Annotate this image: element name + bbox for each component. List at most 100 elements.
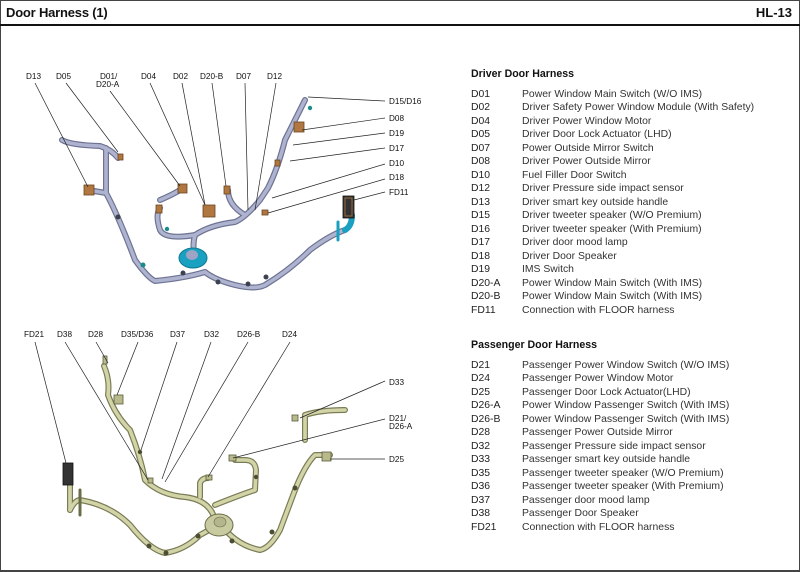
- callout-d20a: D20-A: [96, 80, 120, 89]
- callout-fd11: FD11: [389, 188, 409, 197]
- legend-item-description: Passenger Power Window Switch (W/O IMS): [522, 359, 730, 371]
- legend-item-description: Power Window Passenger Switch (With IMS): [522, 413, 730, 425]
- legend-item-code: D01: [471, 88, 491, 100]
- driver-legend-list: D01 Power Window Main Switch (W/O IMS) D02…: [471, 88, 754, 318]
- legend-item: D18 Driver Door Speaker: [471, 250, 754, 264]
- legend-item-description: Driver Safety Power Window Module (With …: [522, 102, 755, 113]
- legend-item-code: D15: [471, 210, 491, 221]
- callout-d32: D32: [204, 330, 219, 339]
- legend-item: D26-B Power Window Passenger Switch (With…: [471, 413, 729, 427]
- legend-item-description: Passenger Power Outside Mirror: [522, 427, 673, 438]
- legend-item-code: FD21: [471, 521, 497, 533]
- callout-d18: D18: [389, 173, 404, 182]
- callout-d10: D10: [389, 159, 404, 168]
- legend-item-code: D24: [471, 373, 491, 384]
- page-title: Door Harness (1): [6, 5, 108, 20]
- legend-item-description: Passenger Door Speaker: [522, 508, 639, 519]
- legend-item-code: D32: [471, 440, 491, 452]
- passenger-legend-heading: Passenger Door Harness: [471, 339, 598, 351]
- legend-item: D13 Driver smart key outside handle: [471, 196, 754, 210]
- legend-item-description: Passenger smart key outside handle: [522, 454, 691, 465]
- driver-legend-heading: Driver Door Harness: [471, 68, 575, 80]
- callout-d35-d36: D35/D36: [121, 330, 154, 339]
- legend-item: D26-A Power Window Passenger Switch (With…: [471, 399, 729, 413]
- legend-item-code: D05: [471, 129, 491, 140]
- legend-item-description: Power Window Passenger Switch (With IMS): [522, 400, 730, 411]
- callout-d21: D21/: [389, 414, 407, 423]
- page-header: Door Harness (1) HL-13: [0, 0, 800, 26]
- legend-item: D33 Passenger smart key outside handle: [471, 453, 729, 467]
- legend-item-code: D12: [471, 183, 491, 194]
- legend-item-description: Passenger tweeter speaker (W/O Premium): [522, 467, 724, 479]
- driver-clips: [115, 105, 313, 287]
- legend-item: D05 Driver Door Lock Actuator (LHD): [471, 128, 754, 142]
- legend-item-code: D16: [471, 223, 491, 235]
- legend-item: D17 Driver door mood lamp: [471, 236, 754, 250]
- legend-item-description: Driver smart key outside handle: [522, 196, 669, 208]
- legend-item-description: Driver tweeter speaker (With Premium): [522, 223, 702, 235]
- legend-item-description: Passenger tweeter speaker (With Premium): [522, 481, 724, 492]
- legend-item: D35 Passenger tweeter speaker (W/O Premiu…: [471, 467, 729, 481]
- legend-item-code: D26-A: [471, 400, 501, 411]
- legend-item-description: Passenger Power Window Motor: [522, 373, 674, 384]
- callout-d24: D24: [282, 330, 297, 339]
- legend-item: D08 Driver Power Outside Mirror: [471, 155, 754, 169]
- legend-item-code: D37: [471, 494, 491, 506]
- callout-d13: D13: [26, 72, 41, 81]
- legend-item-code: D21: [471, 359, 491, 371]
- legend-item-description: Fuel Filler Door Switch: [522, 169, 627, 181]
- legend-item-code: D07: [471, 142, 491, 154]
- legend-item: D25 Passenger Door Lock Actuator(LHD): [471, 386, 729, 400]
- legend-item-code: D38: [471, 508, 491, 519]
- callout-d04: D04: [141, 72, 156, 81]
- legend-item: FD11 Connection with FLOOR harness: [471, 304, 754, 318]
- legend-item-code: D02: [471, 102, 491, 113]
- legend-item-description: Power Outside Mirror Switch: [522, 142, 654, 154]
- legend-item: D15 Driver tweeter speaker (W/O Premium): [471, 209, 754, 223]
- legend-item-code: D35: [471, 467, 491, 479]
- callout-d25: D25: [389, 455, 404, 464]
- legend-item-description: Driver Door Speaker: [522, 250, 617, 262]
- passenger-legend: Passenger Door Harness D21 Passenger Powe…: [471, 339, 729, 534]
- callout-d12: D12: [267, 72, 282, 81]
- legend-item-description: Power Window Main Switch (With IMS): [522, 291, 703, 302]
- legend-item: D28 Passenger Power Outside Mirror: [471, 426, 729, 440]
- legend-item: D04 Driver Power Window Motor: [471, 115, 754, 129]
- legend-item-description: Passenger door mood lamp: [522, 494, 650, 506]
- legend-item: D20-A Power Window Main Switch (With IMS): [471, 277, 754, 291]
- driver-harness-diagram: D13 D05 D01/ D20-A D04 D02 D20-B D07 D12…: [26, 72, 422, 291]
- driver-legend: Driver Door Harness D01 Power Window Main…: [471, 68, 754, 317]
- callout-d07: D07: [236, 72, 251, 81]
- legend-item: D10 Fuel Filler Door Switch: [471, 169, 754, 183]
- legend-item-code: D26-B: [471, 413, 501, 425]
- legend-item: D01 Power Window Main Switch (W/O IMS): [471, 88, 754, 102]
- legend-item-code: D28: [471, 427, 491, 438]
- legend-item-code: D20-A: [471, 277, 501, 289]
- callout-d37: D37: [170, 330, 185, 339]
- legend-item: D20-B Power Window Main Switch (With IMS): [471, 290, 754, 304]
- callout-d02: D02: [173, 72, 188, 81]
- legend-item-code: D36: [471, 481, 491, 492]
- legend-item-description: Driver door mood lamp: [522, 237, 628, 248]
- legend-item-code: D13: [471, 196, 491, 208]
- legend-item-code: FD11: [471, 304, 496, 316]
- legend-item: D07 Power Outside Mirror Switch: [471, 142, 754, 156]
- legend-item-code: D17: [471, 237, 491, 248]
- legend-item: D38 Passenger Door Speaker: [471, 507, 729, 521]
- legend-item-description: Driver Door Lock Actuator (LHD): [522, 129, 672, 140]
- page-code: HL-13: [755, 5, 792, 20]
- legend-item-description: Passenger Pressure side impact sensor: [522, 440, 706, 452]
- legend-item-code: D25: [471, 386, 491, 398]
- callout-d20b: D20-B: [200, 72, 224, 81]
- legend-item: D24 Passenger Power Window Motor: [471, 372, 729, 386]
- legend-item-code: D20-B: [471, 291, 501, 302]
- legend-item-description: Driver Power Window Motor: [522, 115, 652, 127]
- legend-item: D12 Driver Pressure side impact sensor: [471, 182, 754, 196]
- legend-item: D02 Driver Safety Power Window Module (Wi…: [471, 101, 754, 115]
- legend-item-description: IMS Switch: [522, 264, 574, 275]
- callout-d26b: D26-B: [237, 330, 261, 339]
- legend-item: D19 IMS Switch: [471, 263, 754, 277]
- callout-d19: D19: [389, 129, 404, 138]
- callout-d38: D38: [57, 330, 72, 339]
- callout-d17: D17: [389, 144, 404, 153]
